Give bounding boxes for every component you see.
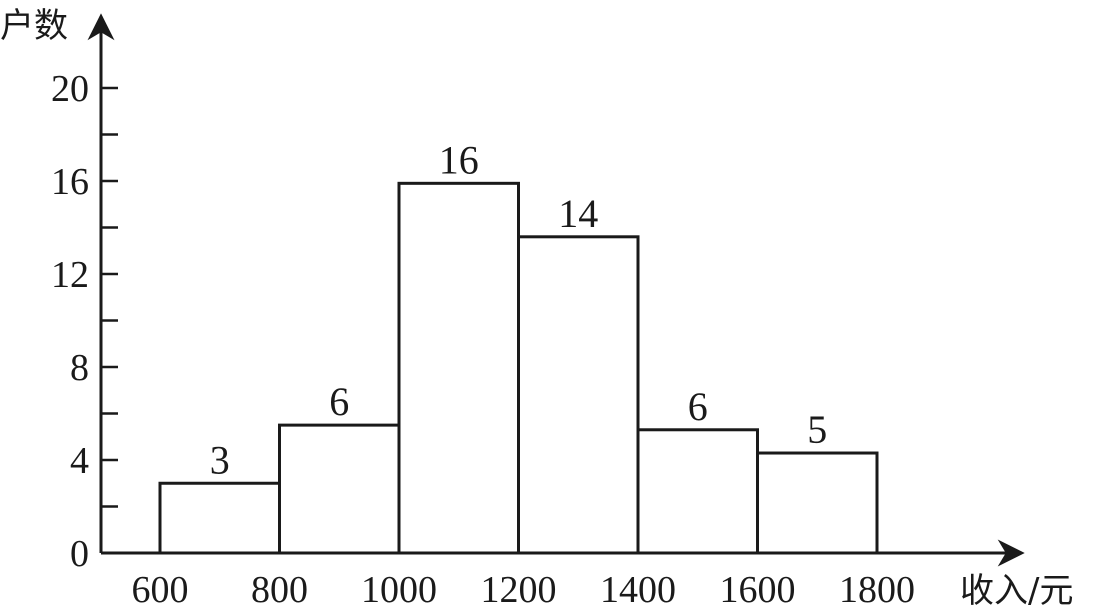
- x-tick-label-1200: 1200: [481, 569, 557, 611]
- bar-label-2: 6: [329, 379, 349, 424]
- x-tick-label-1400: 1400: [600, 569, 676, 611]
- y-tick-label-4: 4: [70, 440, 89, 482]
- y-axis-title: 户数: [0, 6, 68, 46]
- x-tick-label-1800: 1800: [839, 569, 915, 611]
- bar-1: [158, 481, 281, 555]
- x-tick-label-600: 600: [132, 569, 189, 611]
- y-tick-label-16: 16: [51, 161, 89, 203]
- bar-5: [636, 428, 759, 555]
- x-tick-label-1000: 1000: [361, 569, 437, 611]
- bar-label-1: 3: [210, 437, 230, 482]
- bar-label-3: 16: [439, 137, 479, 182]
- bar-6: [756, 451, 879, 555]
- y-tick-label-20: 20: [51, 68, 89, 110]
- x-tick-label-800: 800: [251, 569, 308, 611]
- bar-label-5: 6: [688, 384, 708, 429]
- y-tick-label-8: 8: [70, 347, 89, 389]
- bar-4: [517, 235, 640, 555]
- bar-3: [397, 181, 520, 555]
- y-tick-label-12: 12: [51, 254, 89, 296]
- bar-2: [278, 423, 401, 555]
- bar-label-4: 14: [558, 191, 598, 236]
- y-tick-label-0: 0: [70, 533, 89, 575]
- bar-label-6: 5: [807, 407, 827, 452]
- x-tick-label-1600: 1600: [720, 569, 796, 611]
- x-axis-title: 收入/元: [960, 571, 1073, 611]
